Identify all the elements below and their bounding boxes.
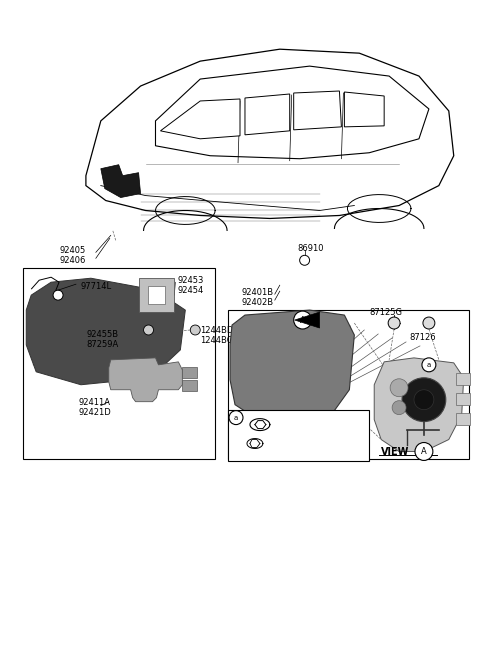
Polygon shape	[160, 99, 240, 139]
Text: 92405: 92405	[59, 246, 85, 256]
Text: 92454: 92454	[178, 286, 204, 295]
Text: 92411A: 92411A	[79, 397, 111, 407]
Circle shape	[190, 325, 200, 335]
Circle shape	[390, 379, 408, 397]
Text: 87125G: 87125G	[369, 308, 402, 317]
Polygon shape	[230, 310, 354, 424]
Text: a: a	[234, 415, 238, 420]
Polygon shape	[245, 94, 290, 135]
Text: VIEW: VIEW	[381, 447, 409, 457]
FancyBboxPatch shape	[228, 310, 468, 459]
Polygon shape	[294, 91, 341, 130]
FancyBboxPatch shape	[23, 268, 215, 459]
FancyBboxPatch shape	[228, 410, 369, 461]
Polygon shape	[26, 278, 185, 385]
Text: A: A	[421, 447, 427, 456]
Text: 92125C: 92125C	[292, 420, 324, 430]
Circle shape	[423, 317, 435, 329]
FancyBboxPatch shape	[139, 278, 174, 312]
Text: 1244BG: 1244BG	[200, 336, 233, 345]
Text: 92126A: 92126A	[260, 451, 292, 461]
FancyBboxPatch shape	[182, 367, 197, 378]
Text: 97714L: 97714L	[81, 283, 112, 291]
FancyBboxPatch shape	[147, 286, 166, 304]
FancyBboxPatch shape	[456, 413, 469, 424]
Text: 92402B: 92402B	[242, 298, 274, 307]
Circle shape	[415, 443, 433, 461]
Text: 92421D: 92421D	[79, 407, 112, 417]
Circle shape	[402, 378, 446, 422]
FancyBboxPatch shape	[182, 380, 197, 391]
Circle shape	[414, 390, 434, 410]
Circle shape	[300, 256, 310, 265]
Circle shape	[229, 411, 243, 424]
Text: 92401B: 92401B	[242, 288, 274, 297]
Text: 92455B: 92455B	[86, 330, 119, 339]
Text: 87259A: 87259A	[86, 340, 119, 349]
Polygon shape	[374, 358, 464, 451]
Circle shape	[144, 325, 154, 335]
Text: A: A	[300, 315, 305, 325]
Text: 92406: 92406	[59, 256, 85, 265]
Circle shape	[392, 401, 406, 415]
Text: a: a	[427, 362, 431, 368]
Polygon shape	[295, 312, 320, 328]
Polygon shape	[86, 49, 454, 219]
FancyBboxPatch shape	[456, 393, 469, 405]
FancyBboxPatch shape	[456, 373, 469, 385]
Polygon shape	[344, 92, 384, 127]
Polygon shape	[156, 66, 429, 159]
Polygon shape	[109, 358, 182, 401]
Circle shape	[388, 317, 400, 329]
Polygon shape	[101, 165, 141, 198]
Text: 87126: 87126	[409, 333, 436, 342]
Text: 86910: 86910	[298, 244, 324, 254]
Circle shape	[53, 290, 63, 300]
Circle shape	[294, 311, 312, 329]
Text: 92453: 92453	[178, 276, 204, 285]
Circle shape	[422, 358, 436, 372]
Text: 1244BD: 1244BD	[200, 326, 234, 335]
